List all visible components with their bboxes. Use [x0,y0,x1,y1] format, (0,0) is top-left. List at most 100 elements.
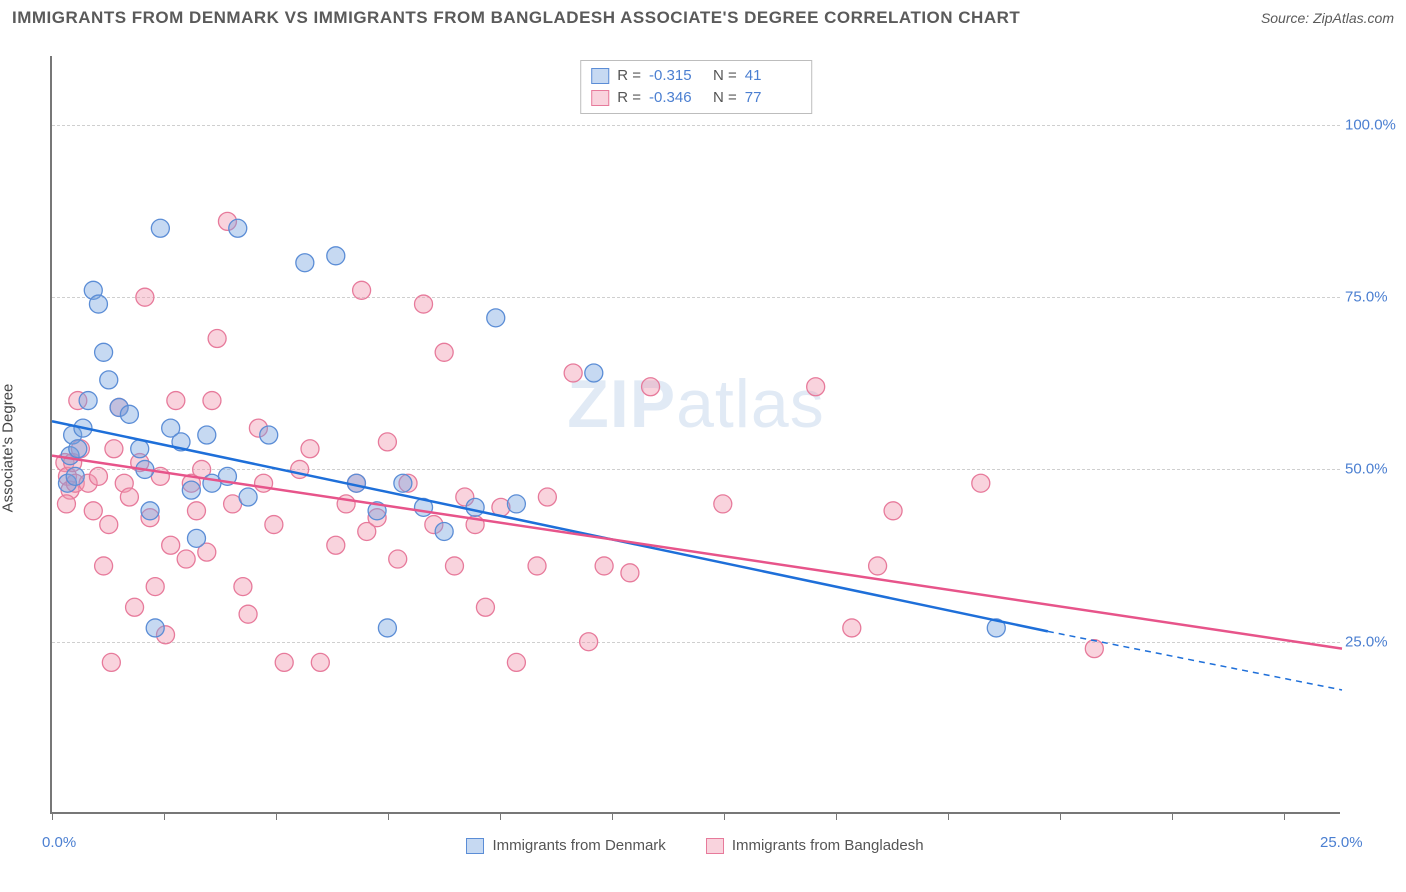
y-tick-label: 100.0% [1345,116,1400,133]
legend-series: Immigrants from Denmark Immigrants from … [50,837,1340,854]
data-point-denmark [466,498,484,516]
chart-title: IMMIGRANTS FROM DENMARK VS IMMIGRANTS FR… [12,8,1020,28]
data-point-denmark [327,247,345,265]
n-label: N = [713,65,737,87]
data-point-bangladesh [884,502,902,520]
data-point-bangladesh [353,281,371,299]
x-tick-mark [612,812,613,820]
data-point-bangladesh [136,288,154,306]
data-point-denmark [378,619,396,637]
data-point-denmark [229,219,247,237]
data-point-denmark [79,392,97,410]
data-point-bangladesh [869,557,887,575]
n-label: N = [713,87,737,109]
data-point-denmark [66,467,84,485]
legend-stats-row-bangladesh: R = -0.346 N = 77 [591,87,801,109]
data-point-denmark [187,529,205,547]
data-point-bangladesh [476,598,494,616]
plot-svg [52,56,1340,812]
x-tick-mark [948,812,949,820]
data-point-bangladesh [89,467,107,485]
data-point-bangladesh [187,502,205,520]
data-point-bangladesh [234,578,252,596]
data-point-bangladesh [621,564,639,582]
data-point-bangladesh [208,330,226,348]
data-point-denmark [487,309,505,327]
data-point-denmark [141,502,159,520]
legend-item-bangladesh: Immigrants from Bangladesh [706,837,924,854]
y-tick-label: 75.0% [1345,289,1400,306]
data-point-bangladesh [445,557,463,575]
data-point-bangladesh [275,653,293,671]
data-point-bangladesh [1085,640,1103,658]
data-point-bangladesh [265,516,283,534]
data-point-bangladesh [126,598,144,616]
x-tick-mark [388,812,389,820]
data-point-bangladesh [162,536,180,554]
data-point-bangladesh [177,550,195,568]
data-point-bangladesh [203,392,221,410]
data-point-denmark [95,343,113,361]
data-point-bangladesh [843,619,861,637]
data-point-denmark [260,426,278,444]
data-point-bangladesh [167,392,185,410]
data-point-bangladesh [389,550,407,568]
x-tick-mark [52,812,53,820]
n-value-denmark: 41 [745,65,801,87]
data-point-denmark [89,295,107,313]
data-point-bangladesh [301,440,319,458]
data-point-denmark [394,474,412,492]
data-point-denmark [131,440,149,458]
data-point-denmark [182,481,200,499]
data-point-denmark [100,371,118,389]
source-name: ZipAtlas.com [1313,10,1394,26]
plot-area: ZIPatlas R = -0.315 N = 41 R = -0.346 N … [50,56,1340,814]
legend-label-denmark: Immigrants from Denmark [492,837,665,854]
data-point-bangladesh [146,578,164,596]
chart-header: IMMIGRANTS FROM DENMARK VS IMMIGRANTS FR… [0,0,1406,32]
data-point-denmark [151,219,169,237]
data-point-bangladesh [120,488,138,506]
n-value-bangladesh: 77 [745,87,801,109]
data-point-bangladesh [714,495,732,513]
data-point-bangladesh [239,605,257,623]
data-point-bangladesh [95,557,113,575]
legend-stats-row-denmark: R = -0.315 N = 41 [591,65,801,87]
data-point-denmark [69,440,87,458]
data-point-bangladesh [507,653,525,671]
data-point-denmark [198,426,216,444]
source-prefix: Source: [1261,10,1313,26]
data-point-bangladesh [807,378,825,396]
data-point-bangladesh [327,536,345,554]
trend-line-dash-denmark [1048,631,1342,690]
x-tick-mark [500,812,501,820]
r-value-bangladesh: -0.346 [649,87,705,109]
y-axis-label: Associate's Degree [0,384,17,513]
data-point-bangladesh [564,364,582,382]
data-point-denmark [146,619,164,637]
data-point-bangladesh [311,653,329,671]
data-point-bangladesh [57,495,75,513]
data-point-bangladesh [595,557,613,575]
legend-item-denmark: Immigrants from Denmark [466,837,665,854]
source-attribution: Source: ZipAtlas.com [1261,10,1394,26]
r-value-denmark: -0.315 [649,65,705,87]
data-point-denmark [120,405,138,423]
data-point-bangladesh [105,440,123,458]
x-tick-mark [276,812,277,820]
swatch-bangladesh [591,90,609,106]
data-point-bangladesh [102,653,120,671]
r-label: R = [617,65,641,87]
data-point-bangladesh [415,295,433,313]
r-label: R = [617,87,641,109]
trend-line-denmark [52,421,1048,631]
x-tick-mark [724,812,725,820]
legend-label-bangladesh: Immigrants from Bangladesh [732,837,924,854]
data-point-denmark [296,254,314,272]
swatch-denmark [466,838,484,854]
data-point-bangladesh [528,557,546,575]
data-point-bangladesh [972,474,990,492]
data-point-bangladesh [100,516,118,534]
data-point-bangladesh [255,474,273,492]
data-point-bangladesh [538,488,556,506]
